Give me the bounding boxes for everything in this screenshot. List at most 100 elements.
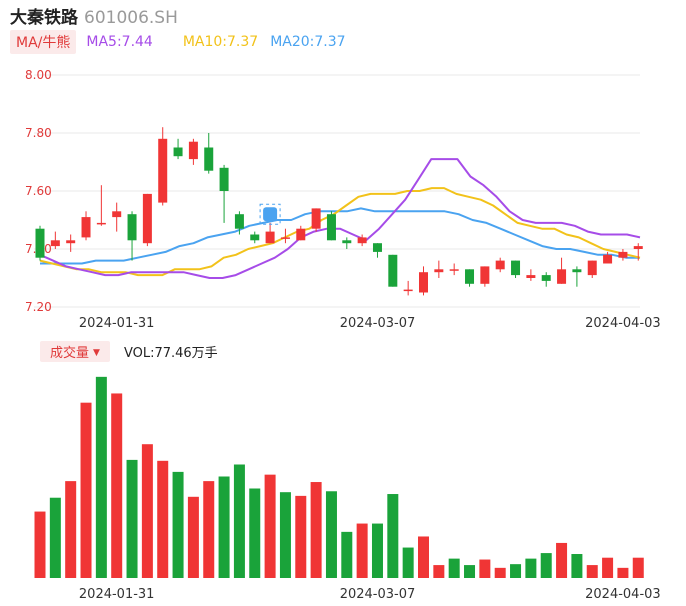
marker-frame (259, 203, 281, 225)
volume-bar (203, 481, 215, 578)
stock-header: 大秦铁路 601006.SH (10, 3, 178, 29)
candle (526, 269, 536, 281)
ma5-line (39, 158, 641, 279)
candle-body (127, 214, 137, 241)
x-tick-label: 2024-03-07 (340, 316, 416, 331)
volume-value: VOL:77.46万手 (123, 345, 218, 361)
candle (280, 228, 290, 244)
candle (357, 234, 367, 247)
volume-bar (387, 494, 399, 578)
candle (557, 257, 567, 284)
candle-body (465, 269, 475, 284)
volume-bar (586, 565, 598, 578)
y-tick-label: 7.20 (25, 300, 52, 314)
price-grid (34, 74, 640, 308)
stock-code: 601006.SH (84, 8, 178, 28)
volume-bar (295, 495, 307, 578)
ma10-legend: MA10:7.37 (182, 34, 259, 50)
ma-indicator-selector[interactable]: MA/牛熊 (10, 30, 77, 54)
candle-body (434, 269, 444, 273)
volume-bar (556, 542, 568, 578)
candle-body (66, 240, 76, 244)
candle-body (250, 234, 260, 241)
candle-body (480, 266, 490, 284)
volume-bar (249, 488, 261, 578)
candle-body (50, 240, 60, 247)
candle-body (326, 214, 336, 241)
x-tick-label: 2024-03-07 (340, 587, 416, 602)
candle (204, 133, 214, 174)
volume-bar (325, 491, 337, 578)
candle (66, 234, 76, 252)
candle (112, 202, 122, 232)
volume-bar (602, 557, 614, 578)
volume-bar (233, 464, 245, 578)
volume-x-axis: 2024-01-31 2024-03-07 2024-04-03 (79, 587, 661, 602)
candle (96, 185, 106, 226)
ma5-legend: MA5:7.44 (86, 34, 153, 50)
candle (403, 280, 413, 296)
candle-body (311, 208, 321, 229)
candle-body (188, 141, 198, 160)
volume-bar (632, 557, 644, 578)
candle-body (342, 240, 352, 244)
candle-body (158, 138, 168, 203)
candle (342, 237, 352, 249)
candle (234, 211, 244, 235)
candle (587, 260, 597, 278)
volume-bar (341, 531, 353, 578)
marker-group (259, 203, 281, 225)
candle-body (219, 167, 229, 191)
candle-body (265, 231, 275, 244)
candle (449, 263, 459, 276)
candle-body (587, 260, 597, 276)
candle (127, 211, 137, 261)
candle (572, 266, 582, 287)
candle (419, 266, 428, 296)
candle-body (526, 275, 536, 278)
candle (618, 249, 628, 261)
ma20-legend: MA20:7.37 (270, 34, 346, 50)
candle-body (112, 211, 122, 218)
price-y-axis: 8.007.807.607.407.20 (25, 68, 52, 314)
volume-bar (494, 567, 506, 578)
candle (35, 225, 45, 261)
candle (372, 243, 382, 258)
volume-bar (571, 554, 583, 578)
volume-bar (126, 459, 138, 578)
price-x-axis: 2024-01-31 2024-03-07 2024-04-03 (79, 316, 661, 331)
candle-body (403, 289, 413, 292)
candle (434, 260, 444, 278)
candle (50, 231, 60, 249)
candle-body (541, 275, 551, 281)
candle (219, 164, 229, 223)
volume-bar (448, 558, 460, 578)
volume-bar (371, 523, 383, 578)
candle-body (296, 228, 306, 241)
candle-body (81, 217, 91, 238)
candle (158, 127, 168, 206)
candle-body (495, 260, 505, 270)
candle-body (234, 214, 244, 229)
volume-bar (80, 402, 92, 578)
candle-body (372, 243, 382, 252)
candle-body (633, 246, 643, 249)
candle-body (449, 269, 459, 271)
x-tick-label: 2024-01-31 (79, 587, 155, 602)
x-tick-label: 2024-04-03 (585, 316, 661, 331)
volume-bar (418, 536, 429, 578)
candle (480, 266, 490, 287)
volume-indicator-selector[interactable]: 成交量 ▼ (40, 340, 110, 362)
x-tick-label: 2024-04-03 (585, 587, 661, 602)
volume-bar (279, 492, 291, 578)
marker-icon (263, 207, 278, 222)
caret-down-icon: ▼ (93, 347, 100, 358)
ma10-line (39, 187, 641, 277)
volume-bar (510, 564, 522, 578)
volume-bar (49, 497, 61, 578)
candle (250, 231, 260, 244)
volume-bar (111, 393, 123, 578)
candle (142, 193, 152, 247)
candle (188, 138, 198, 165)
